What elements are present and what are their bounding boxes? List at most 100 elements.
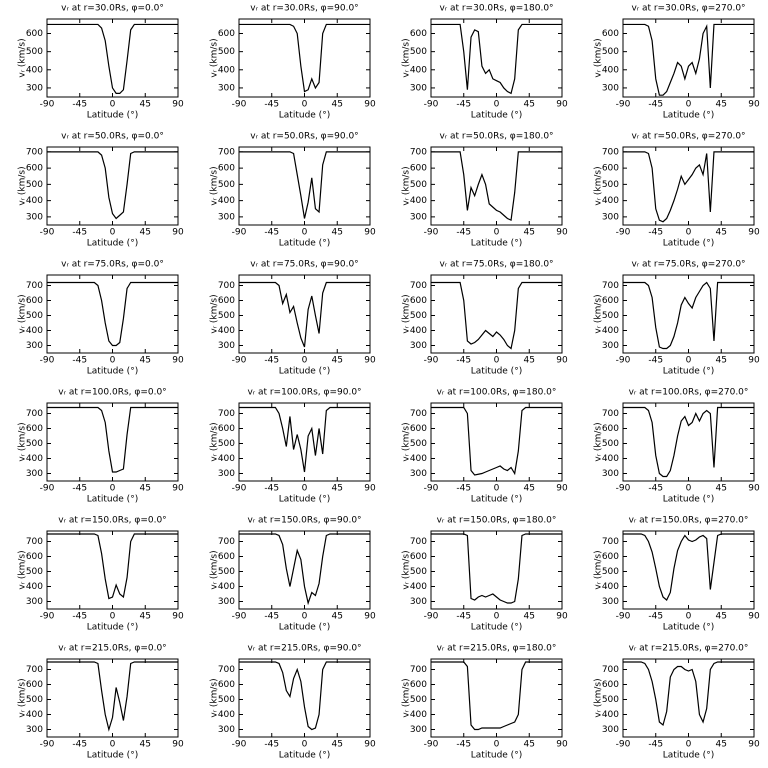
panel: vᵣ at r=150.0Rs, φ=90.0° vᵣ (km/s) Latitud…: [210, 516, 376, 633]
data-line: [431, 661, 562, 731]
y-tick-label: 500: [26, 311, 43, 321]
panel-title: vᵣ at r=100.0Rs, φ=270.0°: [629, 388, 749, 398]
x-tick-label: -45: [456, 612, 471, 622]
data-line: [431, 533, 562, 604]
x-tick-label: 45: [140, 740, 151, 750]
x-tick-label: -90: [40, 228, 55, 238]
y-tick-label: 300: [410, 597, 427, 607]
y-tick-label: 500: [410, 567, 427, 577]
y-tick-label: 400: [410, 65, 427, 75]
x-tick-label: -45: [264, 740, 279, 750]
y-tick-label: 500: [410, 439, 427, 449]
x-tick-label: -90: [40, 740, 55, 750]
plot-frame: [430, 146, 563, 226]
data-line: [239, 23, 370, 93]
x-tick-label: -45: [648, 356, 663, 366]
panel: vᵣ at r=150.0Rs, φ=180.0° vᵣ (km/s) Latitu…: [402, 516, 568, 633]
panel-title: vᵣ at r=100.0Rs, φ=180.0°: [437, 388, 557, 398]
plot-frame: [622, 146, 755, 226]
panel-title: vᵣ at r=215.0Rs, φ=270.0°: [629, 644, 749, 654]
y-axis-label: vᵣ (km/s): [594, 294, 604, 333]
x-tick-label: 45: [332, 612, 343, 622]
plot-frame: [46, 658, 179, 738]
panel: vᵣ at r=100.0Rs, φ=0.0° vᵣ (km/s) Latitude…: [18, 388, 184, 505]
x-tick-label: 90: [748, 484, 760, 494]
y-tick-label: 300: [602, 725, 619, 735]
panel: vᵣ at r=150.0Rs, φ=270.0° vᵣ (km/s) Latitu…: [594, 516, 760, 633]
x-tick-label: 0: [494, 740, 500, 750]
y-axis-label: vᵣ (km/s): [594, 678, 604, 717]
x-tick-label: -90: [616, 228, 631, 238]
x-tick-label: 0: [110, 484, 116, 494]
x-tick-label: 0: [302, 100, 308, 110]
x-tick-label: 45: [332, 484, 343, 494]
panel: vᵣ at r=150.0Rs, φ=0.0° vᵣ (km/s) Latitude…: [18, 516, 184, 633]
y-tick-label: 500: [602, 567, 619, 577]
y-tick-label: 500: [410, 695, 427, 705]
plot-frame: [46, 146, 179, 226]
x-tick-label: 45: [524, 612, 535, 622]
y-tick-label: 700: [218, 147, 235, 157]
x-tick-label: 90: [556, 740, 568, 750]
panel: vᵣ at r=100.0Rs, φ=90.0° vᵣ (km/s) Latitud…: [210, 388, 376, 505]
y-axis-label: vᵣ (km/s): [210, 678, 220, 717]
y-tick-label: 700: [410, 281, 427, 291]
x-tick-label: 45: [332, 356, 343, 366]
x-tick-label: 0: [110, 100, 116, 110]
x-tick-label: 0: [686, 228, 692, 238]
data-line: [431, 23, 562, 95]
x-tick-label: 0: [494, 484, 500, 494]
y-tick-label: 600: [410, 164, 427, 174]
plot-frame: [46, 274, 179, 354]
y-tick-label: 500: [602, 311, 619, 321]
y-tick-label: 600: [602, 29, 619, 39]
x-axis-label: Latitude (°): [279, 111, 330, 121]
x-tick-label: -90: [232, 612, 247, 622]
x-tick-label: -45: [456, 100, 471, 110]
x-tick-label: 45: [140, 100, 151, 110]
x-tick-label: 45: [716, 484, 727, 494]
x-tick-label: 90: [748, 228, 760, 238]
y-tick-label: 400: [410, 710, 427, 720]
x-tick-label: 45: [716, 612, 727, 622]
x-axis-label: Latitude (°): [471, 751, 522, 761]
x-tick-label: 0: [110, 740, 116, 750]
x-tick-label: 0: [686, 356, 692, 366]
y-tick-label: 600: [218, 424, 235, 434]
y-tick-label: 400: [410, 582, 427, 592]
y-tick-label: 400: [602, 196, 619, 206]
data-line: [623, 406, 754, 478]
x-tick-label: 0: [494, 356, 500, 366]
x-tick-label: 0: [686, 100, 692, 110]
panel-title: vᵣ at r=50.0Rs, φ=0.0°: [61, 132, 164, 142]
y-tick-label: 400: [602, 454, 619, 464]
panel-title: vᵣ at r=215.0Rs, φ=90.0°: [247, 644, 361, 654]
x-tick-label: -45: [72, 356, 87, 366]
x-axis-label: Latitude (°): [279, 623, 330, 633]
y-tick-label: 600: [26, 29, 43, 39]
y-tick-label: 300: [602, 469, 619, 479]
plot-frame: [622, 530, 755, 610]
y-tick-label: 500: [602, 47, 619, 57]
panel: vᵣ at r=50.0Rs, φ=180.0° vᵣ (km/s) Latitud…: [402, 132, 568, 249]
plot-frame: [238, 18, 371, 98]
y-tick-label: 400: [410, 454, 427, 464]
x-tick-label: 0: [302, 612, 308, 622]
y-tick-label: 300: [602, 212, 619, 222]
x-tick-label: -45: [648, 100, 663, 110]
data-line: [431, 281, 562, 350]
x-axis-label: Latitude (°): [87, 239, 138, 249]
x-tick-label: -90: [424, 228, 439, 238]
y-tick-label: 500: [26, 439, 43, 449]
y-tick-label: 400: [26, 454, 43, 464]
y-tick-label: 700: [410, 665, 427, 675]
x-tick-label: -45: [648, 740, 663, 750]
x-tick-label: -45: [72, 612, 87, 622]
y-tick-label: 300: [602, 597, 619, 607]
x-tick-label: 0: [302, 484, 308, 494]
x-axis-label: Latitude (°): [663, 495, 714, 505]
data-line: [239, 661, 370, 731]
x-tick-label: 45: [140, 228, 151, 238]
y-tick-label: 600: [602, 680, 619, 690]
